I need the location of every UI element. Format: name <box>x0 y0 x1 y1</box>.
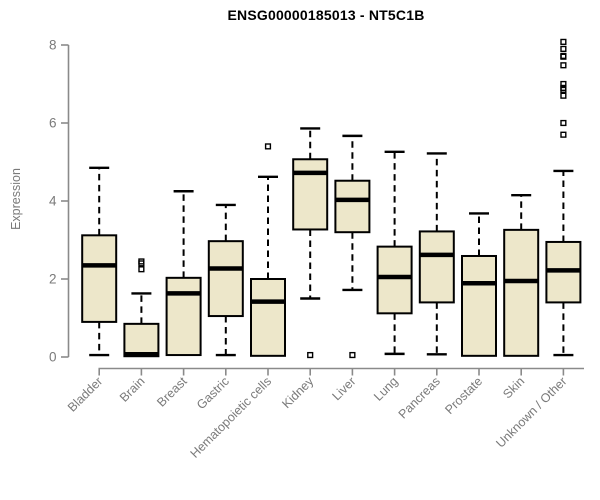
iqr-box <box>418 230 455 304</box>
iqr-box <box>81 234 118 323</box>
y-tick-label: 0 <box>49 350 57 365</box>
outlier-point <box>560 38 567 45</box>
outlier-point <box>138 258 145 265</box>
category-label: Breast <box>154 374 190 410</box>
outlier-point <box>560 52 567 60</box>
outlier-point <box>560 84 567 92</box>
category-label: Gastric <box>194 374 232 412</box>
outlier-point <box>307 351 314 359</box>
iqr-box <box>503 228 540 357</box>
category-label: Kidney <box>279 374 316 411</box>
outlier-point <box>138 266 145 273</box>
category-label: Prostate <box>442 374 485 417</box>
iqr-box <box>461 254 497 357</box>
y-tick-label: 8 <box>49 38 57 53</box>
category-label: Brain <box>117 374 148 405</box>
outlier-point <box>560 119 567 127</box>
outlier-point <box>264 143 272 150</box>
iqr-box <box>292 158 329 231</box>
outlier-point <box>560 80 567 88</box>
iqr-box <box>207 240 244 318</box>
category-label: Lung <box>371 374 401 404</box>
outlier-point <box>349 351 356 359</box>
y-tick-label: 6 <box>49 116 57 131</box>
y-tick-label: 4 <box>49 194 57 209</box>
category-label: Skin <box>500 374 527 401</box>
category-label: Liver <box>329 374 358 403</box>
outlier-point <box>560 92 567 99</box>
iqr-box <box>376 245 413 315</box>
outlier-point <box>560 45 567 53</box>
chart-title: ENSG00000185013 - NT5C1B <box>227 7 425 23</box>
category-label: Bladder <box>65 374 105 414</box>
category-label: Hematopoietic cells <box>188 374 275 461</box>
y-tick-label: 2 <box>49 272 57 287</box>
iqr-box <box>334 179 371 234</box>
category-label: Pancreas <box>396 374 443 421</box>
iqr-box <box>123 322 160 358</box>
outlier-point <box>560 131 567 138</box>
outlier-point <box>560 62 567 69</box>
iqr-box <box>250 278 286 357</box>
iqr-box <box>165 276 202 357</box>
